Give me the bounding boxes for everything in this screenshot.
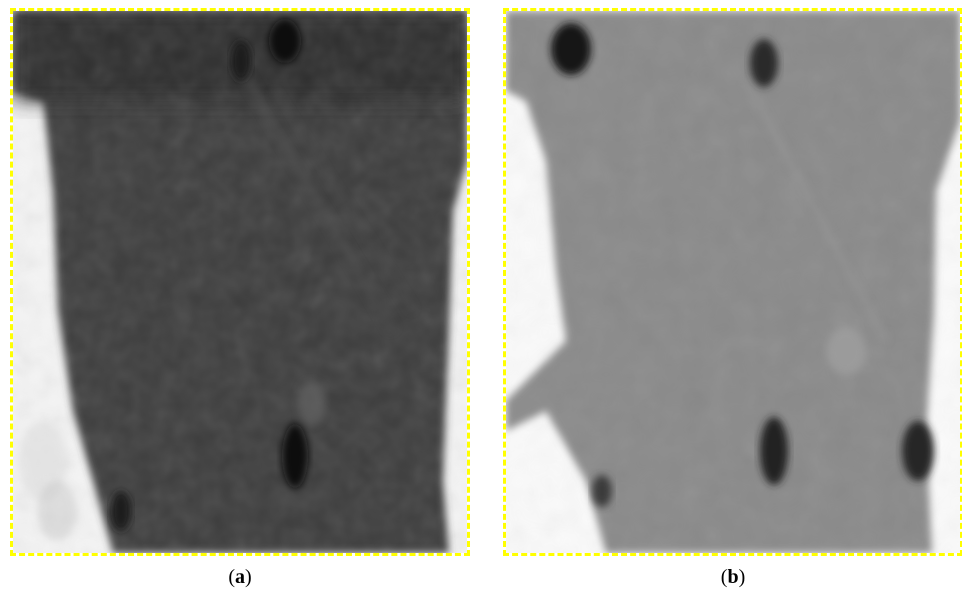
void-bottom-a xyxy=(282,424,308,488)
micrograph-b xyxy=(506,11,960,553)
caption-a: (a) xyxy=(190,566,290,589)
caption-b-letter: b xyxy=(727,566,739,588)
image-panel-b xyxy=(503,8,962,556)
caption-a-open: ( xyxy=(228,566,235,588)
void-bottom-b xyxy=(760,417,788,485)
micrograph-a xyxy=(13,11,467,553)
caption-a-close: ) xyxy=(245,566,252,588)
caption-a-letter: a xyxy=(235,566,245,588)
void-top-right-b xyxy=(750,39,778,87)
caption-b-close: ) xyxy=(738,566,746,588)
void-top-a xyxy=(269,19,301,63)
caption-b-open: ( xyxy=(720,566,728,588)
image-panel-a xyxy=(10,8,470,556)
void-right-b xyxy=(902,421,934,481)
void-top-left-b xyxy=(551,23,591,75)
caption-b: (b) xyxy=(683,566,783,589)
